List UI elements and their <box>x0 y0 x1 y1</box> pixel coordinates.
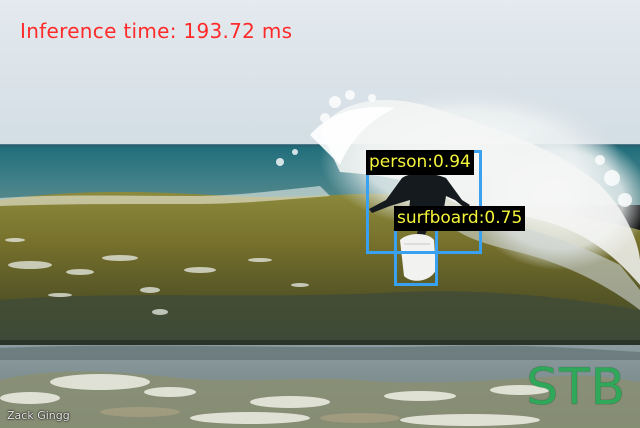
inference-time-label: Inference time: 193.72 ms <box>20 19 293 43</box>
person-detection-label: person:0.94 <box>366 150 474 175</box>
photo-credit: Zack Gingg <box>7 409 70 422</box>
surfboard-detection-label: surfboard:0.75 <box>394 206 526 231</box>
stb-watermark: STB <box>526 358 626 416</box>
